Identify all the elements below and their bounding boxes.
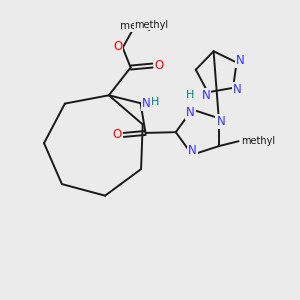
Text: N: N [188,144,197,157]
Text: N: N [236,54,245,67]
Text: H: H [186,90,194,100]
Text: methyl: methyl [242,136,276,146]
Text: methyl: methyl [120,21,157,31]
Text: O: O [113,40,122,53]
Text: N: N [186,106,195,119]
Text: N: N [232,83,242,96]
Text: O: O [112,128,122,141]
Text: H: H [151,97,159,107]
Text: N: N [142,97,150,110]
Text: N: N [216,115,225,128]
Text: O: O [155,59,164,72]
Text: N: N [202,89,210,102]
Text: methyl: methyl [135,20,169,30]
